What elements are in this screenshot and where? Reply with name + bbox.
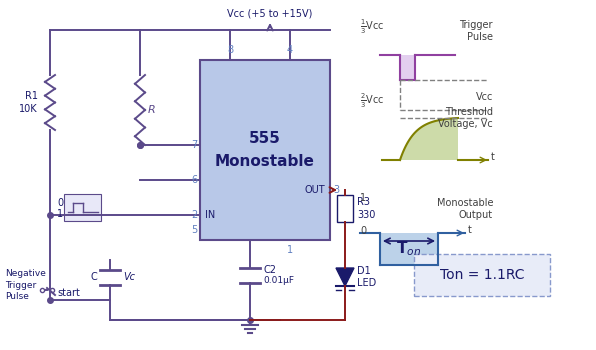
Text: IN: IN: [205, 210, 215, 220]
Text: 1: 1: [57, 209, 63, 219]
Text: t: t: [491, 152, 495, 162]
Text: 2: 2: [191, 210, 197, 220]
Text: 1: 1: [287, 245, 293, 255]
Text: OUT: OUT: [305, 185, 325, 195]
Text: Trigger
Pulse: Trigger Pulse: [460, 20, 493, 42]
Text: C: C: [90, 273, 97, 282]
FancyBboxPatch shape: [337, 195, 353, 222]
Text: R3
330: R3 330: [357, 197, 375, 220]
Text: Vc: Vc: [123, 273, 135, 282]
Text: $\frac{2}{3}$Vcc: $\frac{2}{3}$Vcc: [360, 92, 384, 110]
Text: 8: 8: [227, 45, 233, 55]
FancyBboxPatch shape: [64, 194, 101, 221]
Text: 0.01μF: 0.01μF: [263, 276, 294, 285]
Text: Vcc: Vcc: [476, 92, 493, 102]
Text: 3: 3: [333, 185, 339, 195]
FancyBboxPatch shape: [200, 60, 330, 240]
Polygon shape: [336, 268, 354, 286]
Text: 1: 1: [360, 193, 366, 203]
Text: Threshold
Voltage, Vc: Threshold Voltage, Vc: [438, 107, 493, 130]
Polygon shape: [400, 118, 458, 160]
Text: C2: C2: [263, 265, 276, 275]
Text: 5: 5: [191, 225, 197, 235]
Text: $\frac{1}{3}$Vcc: $\frac{1}{3}$Vcc: [360, 18, 384, 36]
Text: D1
LED: D1 LED: [357, 266, 376, 288]
Text: Vcc (+5 to +15V): Vcc (+5 to +15V): [227, 8, 313, 18]
Text: 0: 0: [360, 226, 366, 236]
Text: 7: 7: [191, 140, 197, 150]
Text: Ton = 1.1RC: Ton = 1.1RC: [440, 268, 524, 282]
Text: T$_{on}$: T$_{on}$: [396, 240, 421, 258]
Text: Negative
Trigger
Pulse: Negative Trigger Pulse: [5, 270, 46, 301]
Text: 4: 4: [287, 45, 293, 55]
Text: 6: 6: [191, 175, 197, 185]
Text: Monostable
Output: Monostable Output: [436, 198, 493, 220]
Polygon shape: [380, 233, 438, 265]
Text: R1
10K: R1 10K: [20, 91, 38, 114]
Text: R: R: [148, 105, 156, 115]
Text: start: start: [57, 288, 80, 298]
Polygon shape: [400, 55, 415, 80]
FancyBboxPatch shape: [414, 254, 550, 296]
Text: t: t: [468, 225, 472, 235]
Text: 0: 0: [57, 198, 63, 208]
Text: 555
Monostable: 555 Monostable: [215, 131, 315, 169]
